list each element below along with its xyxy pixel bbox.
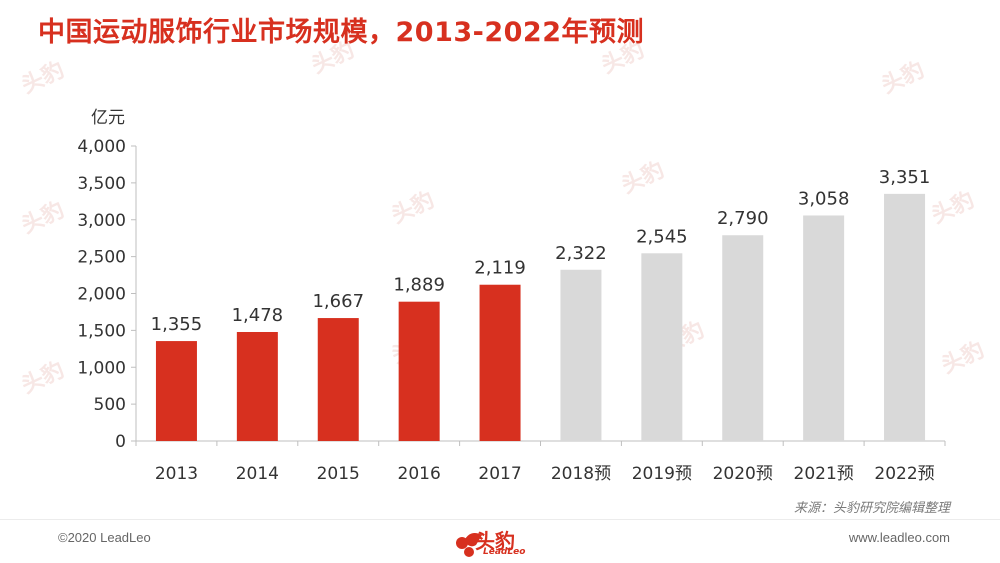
data-label: 3,351 [879,167,931,188]
data-label: 1,355 [151,314,203,335]
bar [398,301,440,441]
data-label: 3,058 [798,188,850,209]
bar [722,235,764,441]
x-tick-label: 2019预 [632,464,692,484]
x-tick-label: 2016 [398,464,441,484]
bar-chart: 亿元 0 500 1,000 1,500 2,000 2,500 3,000 3,500 4,0… [77,108,946,484]
y-tick-label: 3,500 [77,174,126,194]
y-tick-label: 500 [94,395,126,415]
copyright-text: ©2020 LeadLeo [58,530,151,545]
x-tick-label: 2013 [155,464,198,484]
y-tick-label: 2,500 [77,248,126,268]
bar [884,193,926,441]
bar [479,284,521,441]
leadleo-logo-icon [456,533,482,557]
bar [317,318,359,441]
data-label: 2,322 [555,243,607,264]
bar [236,331,278,441]
website-link[interactable]: www.leadleo.com [848,530,950,545]
y-tick-label: 1,000 [77,358,126,378]
x-tick-label: 2017 [478,464,521,484]
logo-text: 头豹 [475,529,515,553]
y-tick-label: 4,000 [77,137,126,157]
bar [803,215,845,441]
x-tick-label: 2021预 [794,464,854,484]
y-tick-label: 1,500 [77,321,126,341]
y-axis-label: 亿元 [91,108,125,128]
bar [560,269,602,441]
x-tick-label: 2018预 [551,464,611,484]
data-label: 2,790 [717,208,769,229]
footer-divider [0,519,1000,520]
data-label: 1,667 [312,291,364,312]
bar [641,253,683,441]
x-tick-label: 2022预 [874,464,934,484]
chart-title: 中国运动服饰行业市场规模，2013-2022年预测 [38,17,644,48]
y-tick-label: 3,000 [77,211,126,231]
y-tick-label: 0 [115,432,126,452]
data-label: 2,545 [636,226,688,247]
x-axis: 2013 2014 2015 2016 2017 2018预 2019预 2020预 2021预… [135,440,946,484]
logo-subtext: LeadLeo [483,547,526,557]
x-tick-label: 2020预 [713,464,773,484]
bar [155,341,197,441]
data-label: 1,889 [393,275,445,296]
x-tick-label: 2014 [236,464,279,484]
data-label: 1,478 [232,305,284,326]
x-tick-label: 2015 [317,464,360,484]
y-tick-label: 2,000 [77,285,126,305]
source-note: 来源：头豹研究院编辑整理 [793,501,950,516]
y-axis: 0 500 1,000 1,500 2,000 2,500 3,000 3,500 4,000 [77,137,137,452]
bars [155,193,926,441]
data-labels: 1,355 1,478 1,667 1,889 2,119 2,322 2,545 2,790… [151,167,931,335]
data-label: 2,119 [474,258,526,279]
